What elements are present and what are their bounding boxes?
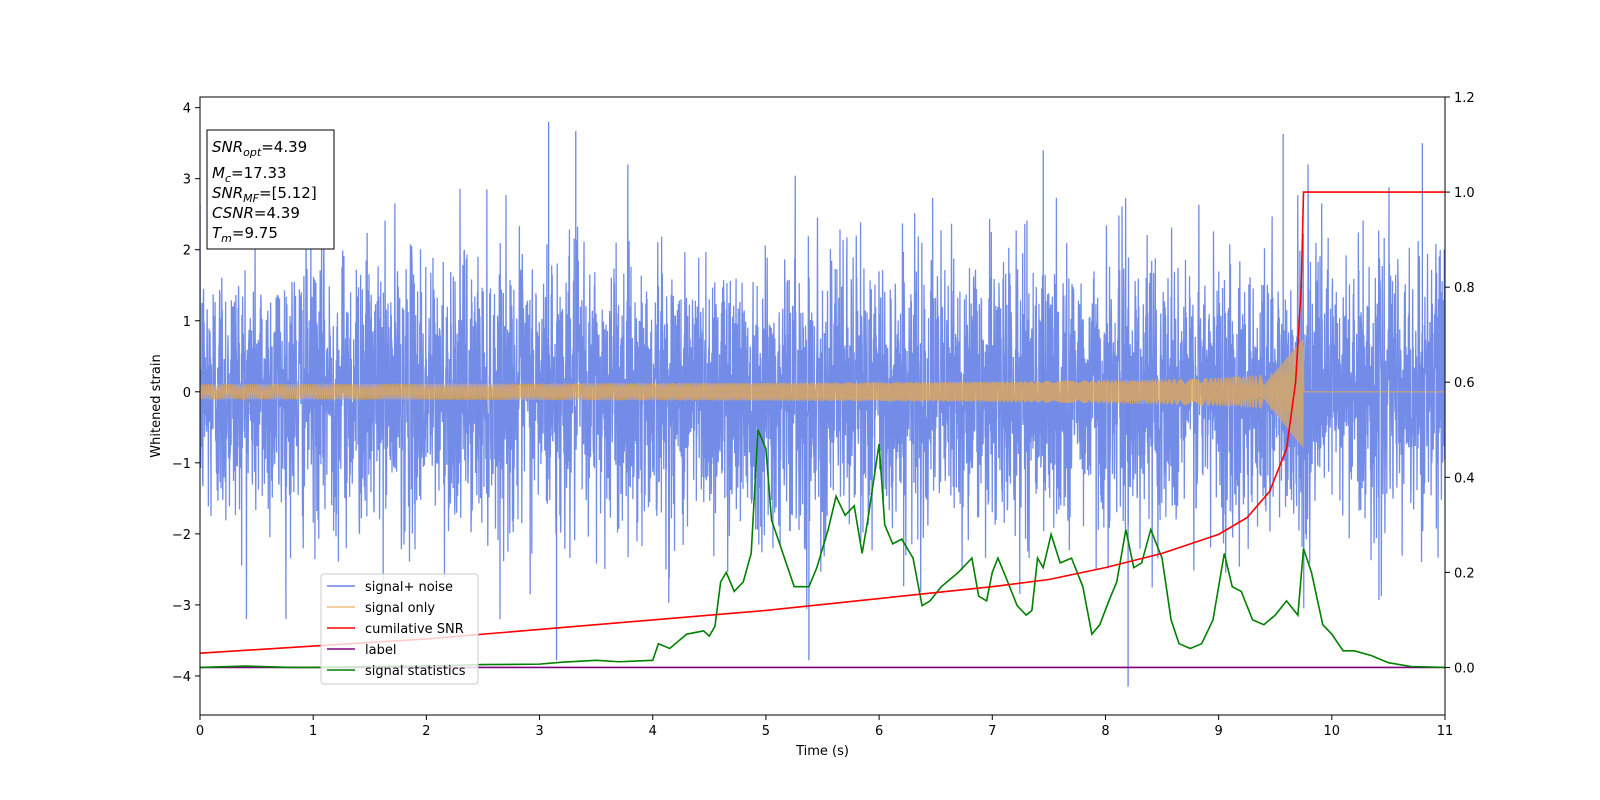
legend: signal+ noise signal only cumilative SNR la… — [320, 573, 479, 685]
y-left-tick-label: −1 — [172, 457, 191, 472]
y-left-tick-label: −3 — [172, 599, 191, 614]
stat-mc: Mc=17.33 — [212, 164, 287, 185]
y-left-tick-label: 4 — [183, 102, 191, 117]
x-tick-label: 8 — [1101, 724, 1109, 739]
stat-snr-mf: SNRMF=[5.12] — [212, 184, 317, 205]
x-tick-label: 0 — [196, 724, 204, 739]
x-tick-label: 5 — [762, 724, 770, 739]
series-signal-statistics-line — [200, 429, 1445, 669]
x-tick-label: 6 — [875, 724, 883, 739]
x-tick-label: 4 — [649, 724, 657, 739]
y-right-tick-label: 0.4 — [1454, 471, 1475, 486]
y-left-tick-label: −4 — [172, 670, 191, 685]
stat-tm: Tm=9.75 — [212, 224, 278, 245]
y-right-tick-label: 1.2 — [1454, 91, 1475, 106]
x-tick-label: 9 — [1214, 724, 1222, 739]
y-left-tick-label: 0 — [183, 386, 191, 401]
y-right-tick-label: 0.0 — [1454, 661, 1475, 676]
y-left-tick-label: 3 — [183, 173, 191, 188]
series-cumulative-snr-line — [200, 191, 1445, 654]
x-tick-label: 3 — [535, 724, 543, 739]
y-left-tick-label: 1 — [183, 315, 191, 330]
y-right-tick-label: 1.0 — [1454, 186, 1475, 201]
series-signal-noise-line — [200, 164, 1445, 620]
legend-label: signal+ noise — [365, 580, 453, 595]
stat-csnr: CSNR=4.39 — [212, 204, 300, 222]
x-tick-label: 2 — [422, 724, 430, 739]
legend-label: signal statistics — [365, 664, 466, 679]
stats-box-frame — [206, 129, 335, 250]
x-tick-label: 1 — [309, 724, 317, 739]
y-right-tick-label: 0.8 — [1454, 281, 1475, 296]
y-right-tick-label: 0.2 — [1454, 566, 1475, 581]
y-left-tick-label: 2 — [183, 244, 191, 259]
y-axis-label: Whitened strain — [149, 354, 164, 457]
legend-label: label — [365, 643, 396, 658]
x-tick-label: 7 — [988, 724, 996, 739]
stat-snr-opt: SNRopt=4.39 — [212, 138, 307, 159]
plot-frame — [199, 96, 1446, 716]
stats-annotation-box: SNRopt=4.39 Mc=17.33SNRMF=[5.12]CSNR=4.39… — [206, 129, 335, 250]
y-right-tick-label: 0.6 — [1454, 376, 1475, 391]
x-tick-label: 10 — [1324, 724, 1341, 739]
legend-frame — [320, 573, 479, 685]
x-axis-label: Time (s) — [795, 744, 849, 759]
x-tick-label: 11 — [1437, 724, 1454, 739]
signal-merger-burst — [1258, 338, 1304, 449]
y-left-tick-label: −2 — [172, 528, 191, 543]
legend-label: cumilative SNR — [365, 622, 464, 637]
series-signal-only-line — [200, 346, 1445, 436]
legend-label: signal only — [365, 601, 435, 616]
axes-layer: 0 1 2 3 4 5 6 7 8 9 10 11 −4 −3 −2 −1 0 1 2 3 4 0.0 0.2 0.4 0.6 0… — [172, 91, 1475, 739]
